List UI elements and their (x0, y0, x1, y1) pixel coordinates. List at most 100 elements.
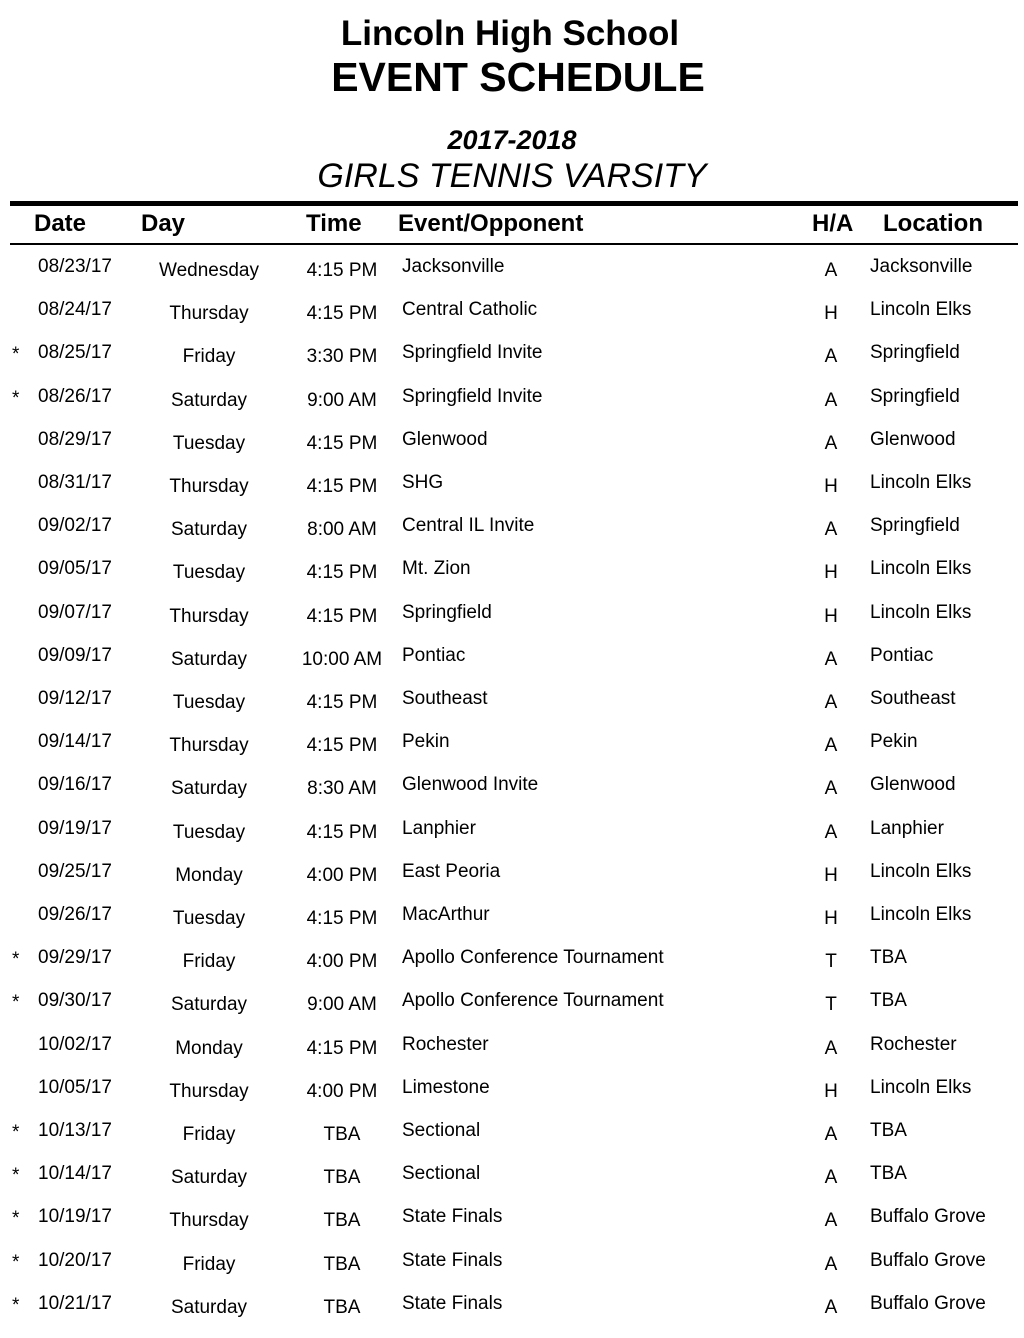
table-row: 09/09/17 Saturday 10:00 AM Pontiac A Pontiac (0, 645, 1024, 685)
event-day: Saturday (170, 389, 248, 411)
home-away: A (824, 1167, 838, 1189)
event-date: 08/25/17 (38, 342, 112, 364)
event-opponent: Lanphier (402, 817, 476, 839)
event-opponent: Jacksonville (402, 256, 505, 277)
event-time: 4:15 PM (306, 821, 378, 843)
home-away: H (824, 605, 838, 627)
event-date: 10/14/17 (38, 1163, 112, 1185)
column-header-date: Date (34, 210, 87, 237)
event-location: Rochester (870, 1033, 957, 1055)
home-away: A (824, 432, 838, 454)
event-location: Buffalo Grove (870, 1249, 986, 1271)
event-time: TBA (323, 1167, 361, 1189)
event-time: 4:15 PM (306, 303, 378, 325)
table-row: 10/05/17 Thursday 4:00 PM Limestone H Lincoln… (0, 1077, 1024, 1117)
event-day: Thursday (169, 1210, 249, 1232)
event-location: TBA (870, 990, 907, 1012)
event-date: 09/14/17 (38, 731, 112, 753)
event-date: 09/05/17 (38, 558, 112, 580)
event-day: Tuesday (172, 908, 246, 929)
event-time: 4:15 PM (306, 476, 378, 497)
asterisk-marker: * (12, 992, 20, 1014)
event-time: 4:15 PM (306, 735, 378, 757)
table-row: 08/23/17 Wednesday 4:15 PM Jacksonville A Jac… (0, 256, 1024, 296)
event-opponent: Glenwood Invite (402, 774, 539, 796)
event-location: Springfield (870, 515, 960, 537)
column-header-ha: H/A (812, 210, 854, 237)
event-opponent: Pekin (402, 731, 450, 753)
event-time: 8:30 AM (307, 778, 377, 800)
event-date: 08/26/17 (38, 385, 112, 407)
event-time: 4:15 PM (306, 692, 378, 713)
event-date: 10/21/17 (38, 1292, 112, 1314)
event-day: Thursday (169, 476, 249, 497)
table-row: * 10/20/17 Friday TBA State Finals A Buffalo G… (0, 1250, 1024, 1290)
event-location: Lincoln Elks (870, 1076, 972, 1098)
event-location: TBA (870, 1163, 907, 1185)
event-opponent: Springfield Invite (402, 385, 543, 407)
event-time: 4:15 PM (306, 562, 378, 584)
event-opponent: Limestone (402, 1076, 490, 1098)
event-date: 10/13/17 (38, 1120, 112, 1141)
event-opponent: Sectional (402, 1163, 481, 1185)
event-opponent: State Finals (402, 1249, 503, 1271)
event-time: 4:15 PM (306, 432, 378, 454)
table-row: 10/02/17 Monday 4:15 PM Rochester A Rochester (0, 1034, 1024, 1074)
event-opponent: State Finals (402, 1292, 503, 1314)
event-location: Jacksonville (870, 256, 973, 277)
table-row: 09/25/17 Monday 4:00 PM East Peoria H Lincoln… (0, 861, 1024, 901)
event-time: 4:00 PM (306, 951, 378, 973)
event-location: Springfield (870, 385, 960, 407)
event-opponent: Central IL Invite (402, 515, 535, 537)
team-name: GIRLS TENNIS VARSITY (317, 157, 707, 195)
asterisk-marker: * (12, 1251, 20, 1273)
event-day: Thursday (169, 303, 249, 325)
table-row: 09/12/17 Tuesday 4:15 PM Southeast A Southeas… (0, 688, 1024, 728)
event-day: Saturday (170, 1167, 248, 1189)
event-time: TBA (323, 1296, 361, 1318)
divider-thin (10, 243, 1018, 245)
event-opponent: Apollo Conference Tournament (402, 947, 664, 969)
table-row: * 09/30/17 Saturday 9:00 AM Apollo Conferenc… (0, 990, 1024, 1030)
event-day: Thursday (169, 605, 249, 627)
event-time: TBA (323, 1253, 361, 1275)
home-away: A (824, 735, 838, 757)
event-location: Southeast (870, 688, 956, 709)
event-time: 4:15 PM (306, 260, 378, 281)
event-time: TBA (323, 1210, 361, 1232)
event-day: Saturday (170, 648, 248, 670)
event-opponent: Springfield (402, 601, 492, 623)
event-location: Lincoln Elks (870, 601, 972, 623)
event-date: 09/02/17 (38, 515, 112, 537)
table-row: * 09/29/17 Friday 4:00 PM Apollo Conference … (0, 947, 1024, 987)
event-opponent: Apollo Conference Tournament (402, 990, 664, 1012)
table-row: * 08/26/17 Saturday 9:00 AM Springfield Invi… (0, 386, 1024, 426)
table-row: 08/31/17 Thursday 4:15 PM SHG H Lincoln Elks (0, 472, 1024, 512)
event-date: 10/05/17 (38, 1076, 112, 1098)
home-away: T (825, 994, 837, 1016)
home-away: A (824, 260, 838, 281)
event-time: 4:15 PM (306, 1037, 378, 1059)
event-day: Thursday (169, 1080, 249, 1102)
home-away: A (824, 821, 838, 843)
event-date: 10/20/17 (38, 1249, 112, 1271)
home-away: T (825, 951, 837, 973)
event-date: 09/16/17 (38, 774, 112, 796)
event-opponent: East Peoria (402, 860, 501, 882)
event-date: 09/26/17 (38, 904, 112, 925)
table-row: 09/14/17 Thursday 4:15 PM Pekin A Pekin (0, 731, 1024, 771)
event-date: 09/25/17 (38, 860, 112, 882)
event-day: Tuesday (172, 821, 246, 843)
event-date: 09/07/17 (38, 601, 112, 623)
event-opponent: MacArthur (402, 904, 490, 925)
event-day: Tuesday (172, 432, 246, 454)
event-time: 8:00 AM (307, 519, 377, 541)
home-away: A (824, 1296, 838, 1318)
event-opponent: Glenwood (402, 428, 488, 450)
event-location: TBA (870, 1120, 907, 1141)
event-day: Saturday (170, 778, 248, 800)
event-location: Glenwood (870, 428, 956, 450)
event-day: Saturday (170, 1296, 248, 1318)
event-location: Springfield (870, 342, 960, 364)
home-away: A (824, 1210, 838, 1232)
